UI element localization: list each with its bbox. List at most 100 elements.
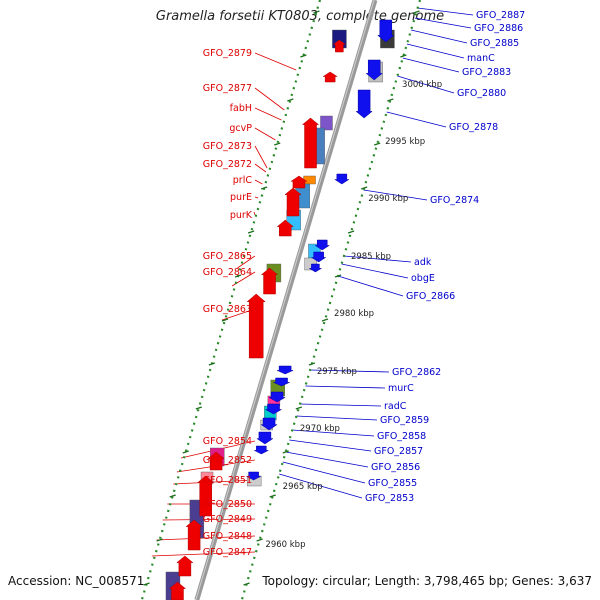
left-gene-label: GFO_2850	[203, 499, 252, 510]
right-leader-line	[300, 403, 382, 407]
cog-box	[303, 175, 316, 185]
left-leader-line	[151, 551, 256, 557]
left-leader-line	[162, 518, 256, 521]
forward-gene-arrow	[322, 71, 338, 83]
tick-mark	[182, 450, 189, 454]
gene-labels: GFO_2879 GFO_2877 fabH gcvP GFO_2873 GFO_2872…	[203, 10, 525, 558]
left-leader-line	[254, 107, 282, 121]
left-leader-line	[156, 535, 256, 541]
right-leader-line	[337, 275, 404, 297]
forward-gene-arrow	[168, 581, 187, 600]
right-leader-line	[279, 473, 363, 499]
forward-gene-arrow	[185, 519, 203, 551]
scale-label: 2995 kbp	[385, 137, 425, 147]
forward-gene-arrow	[207, 451, 225, 471]
right-gene-label: murC	[388, 383, 414, 394]
right-gene-label: GFO_2858	[377, 431, 426, 442]
reverse-gene-arrow	[365, 59, 383, 81]
scale-label: 2980 kbp	[334, 309, 374, 319]
reverse-gene-arrow	[273, 377, 290, 387]
right-gene-label: GFO_2874	[430, 195, 479, 206]
reverse-gene-arrow	[260, 417, 278, 431]
right-leader-line	[397, 75, 455, 94]
tick-mark	[156, 538, 163, 542]
right-gene-label: GFO_2885	[470, 38, 519, 49]
tick-mark	[308, 362, 316, 366]
reverse-gene-arrow	[246, 471, 261, 481]
left-leader-line	[254, 87, 285, 111]
left-leader-line	[254, 196, 259, 199]
left-gene-label: GFO_2851	[203, 475, 252, 486]
left-gene-label: GFO_2849	[203, 514, 252, 525]
scale-label: 3000 kbp	[402, 80, 442, 90]
tick-mark	[334, 274, 342, 278]
right-leader-line	[305, 385, 386, 389]
left-gene-label: GFO_2848	[203, 531, 252, 542]
tick-mark	[260, 186, 268, 190]
left-gene-label: prlC	[233, 175, 253, 186]
forward-gene-arrow	[301, 117, 320, 169]
left-gene-label: purE	[230, 192, 252, 203]
forward-gene-arrow	[332, 39, 347, 53]
right-gene-label: GFO_2886	[474, 23, 523, 34]
right-leader-line	[292, 429, 375, 437]
scale-label: 2975 kbp	[317, 367, 357, 377]
right-leader-line	[414, 17, 472, 29]
right-leader-line	[410, 29, 468, 44]
left-leader-line	[254, 52, 297, 71]
tick-mark	[300, 54, 307, 58]
backbone-highlight	[195, 0, 375, 600]
reverse-gene-arrow	[264, 403, 283, 415]
right-leader-line	[406, 43, 465, 59]
tick-mark	[195, 406, 203, 410]
left-gene-label: GFO_2854	[203, 436, 252, 447]
tick-mark	[321, 318, 329, 322]
tick-mark	[313, 10, 320, 14]
right-leader-line	[289, 439, 372, 452]
cog-box	[320, 115, 333, 131]
right-gene-label: GFO_2880	[457, 88, 506, 99]
left-gene-label: fabH	[230, 103, 252, 114]
left-leader-line	[254, 145, 268, 169]
scale-label: 2970 kbp	[300, 424, 340, 434]
left-leader-line	[254, 127, 276, 141]
tick-mark	[387, 98, 394, 102]
right-leader-line	[363, 189, 428, 201]
left-gene-label: GFO_2865	[203, 251, 252, 262]
tick-mark	[413, 10, 420, 14]
reverse-gene-arrow	[355, 89, 373, 119]
scale-label: 2965 kbp	[283, 482, 323, 492]
right-leader-line	[285, 451, 369, 468]
right-leader-line	[386, 111, 447, 128]
tick-dot-lines	[140, 0, 422, 600]
left-gene-label: GFO_2872	[203, 159, 252, 170]
left-gene-label: GFO_2877	[203, 83, 252, 94]
tick-mark	[256, 538, 263, 542]
tick-mark	[360, 186, 368, 190]
left-leader-line	[254, 179, 263, 185]
genome-summary: Topology: circular; Length: 3,798,465 bp…	[262, 574, 592, 588]
left-leader-line	[173, 479, 256, 485]
left-gene-label: GFO_2864	[203, 267, 252, 278]
tick-mark	[243, 582, 250, 586]
right-gene-label: GFO_2878	[449, 122, 498, 133]
forward-gene-arrow	[246, 293, 266, 359]
gene-arrows	[168, 19, 395, 600]
tick-mark	[269, 494, 276, 498]
left-gene-label: GFO_2863	[203, 304, 252, 315]
left-gene-label: GFO_2852	[203, 455, 252, 466]
left-leader-line	[253, 211, 256, 216]
backbone	[194, 0, 378, 600]
reverse-gene-arrow	[277, 365, 294, 375]
tick-mark	[347, 230, 355, 234]
right-leader-line	[296, 415, 378, 421]
left-gene-label: GFO_2873	[203, 141, 252, 152]
right-leader-line	[341, 263, 409, 279]
left-gene-label: GFO_2879	[203, 48, 252, 59]
right-gene-label: GFO_2857	[374, 446, 423, 457]
tick-mark	[234, 274, 242, 278]
right-gene-label: obgE	[411, 273, 435, 284]
tick-mark	[400, 54, 407, 58]
right-dot-line	[240, 0, 422, 600]
right-gene-label: GFO_2866	[406, 291, 455, 302]
